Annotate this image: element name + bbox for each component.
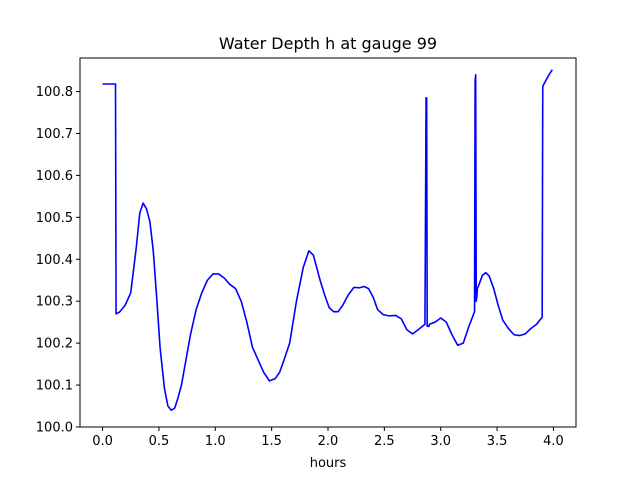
y-tick-label: 100.2 xyxy=(36,337,73,352)
x-tick-label: 3.0 xyxy=(430,434,451,449)
series-line xyxy=(102,69,553,412)
x-tick-label: 0.5 xyxy=(149,434,170,449)
y-axis: 100.0 100.1 100.2 100.3 100.4 100.5 100.6 100.7… xyxy=(36,85,80,436)
series-group xyxy=(102,69,553,412)
y-tick-label: 100.3 xyxy=(36,295,73,310)
y-tick-label: 100.5 xyxy=(36,211,73,226)
x-axis: 0.0 0.5 1.0 1.5 2.0 2.5 3.0 3.5 4.0 xyxy=(92,427,564,449)
x-tick-label: 4.0 xyxy=(543,434,564,449)
x-tick-label: 2.0 xyxy=(318,434,339,449)
y-tick-label: 100.7 xyxy=(36,127,73,142)
y-tick-label: 100.4 xyxy=(36,253,73,268)
x-tick-label: 2.5 xyxy=(374,434,395,449)
y-tick-label: 100.1 xyxy=(36,379,73,394)
x-tick-label: 3.5 xyxy=(487,434,508,449)
y-tick-label: 100.0 xyxy=(36,421,73,436)
x-tick-label: 1.0 xyxy=(205,434,226,449)
x-tick-label: 0.0 xyxy=(92,434,113,449)
y-tick-label: 100.8 xyxy=(36,85,73,100)
y-tick-label: 100.6 xyxy=(36,169,73,184)
chart-title: Water Depth h at gauge 99 xyxy=(219,34,437,53)
x-axis-label: hours xyxy=(310,456,347,471)
x-tick-label: 1.5 xyxy=(261,434,282,449)
